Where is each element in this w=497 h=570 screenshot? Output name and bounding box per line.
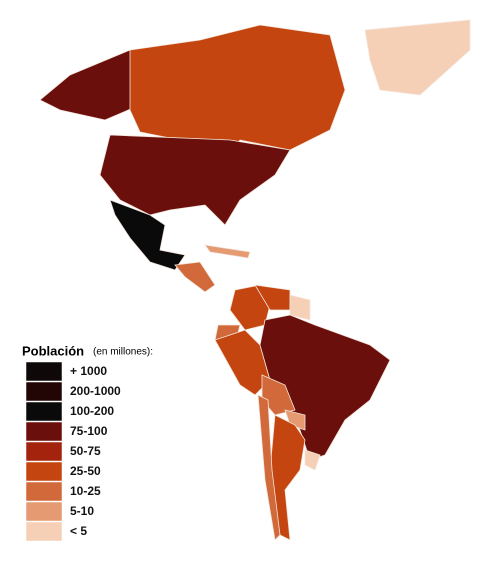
map-regions	[39, 19, 471, 541]
legend: + 1000 200-1000 100-200 75-100 50-75 25-50 10-…	[25, 361, 121, 542]
legend-title: Población	[22, 343, 84, 358]
legend-swatch	[25, 461, 63, 482]
chile	[257, 394, 281, 541]
legend-label: 75-100	[70, 424, 108, 438]
legend-label: 25-50	[70, 464, 101, 478]
legend-swatch	[25, 361, 63, 382]
guianas	[289, 294, 311, 321]
legend-label: 100-200	[70, 404, 114, 418]
usa	[99, 134, 291, 226]
legend-swatch	[25, 481, 63, 502]
legend-swatch	[25, 381, 63, 402]
legend-label: 200-1000	[70, 384, 121, 398]
central-america	[174, 261, 216, 293]
legend-swatch	[25, 441, 63, 462]
legend-label: 50-75	[70, 444, 101, 458]
legend-label: + 1000	[70, 364, 107, 378]
legend-label: 10-25	[70, 484, 101, 498]
bolivia	[261, 374, 296, 416]
legend-swatch	[25, 401, 63, 422]
uruguay	[304, 449, 321, 471]
legend-label: < 5	[70, 524, 87, 538]
legend-swatch	[25, 501, 63, 522]
legend-swatch	[25, 421, 63, 442]
legend-swatch	[25, 521, 63, 542]
mexico	[109, 199, 186, 271]
alaska	[39, 49, 141, 121]
canada	[129, 24, 346, 151]
greenland	[364, 19, 471, 96]
legend-subtitle: (en millones):	[93, 347, 153, 358]
caribbean	[204, 244, 251, 259]
legend-label: 5-10	[70, 504, 94, 518]
